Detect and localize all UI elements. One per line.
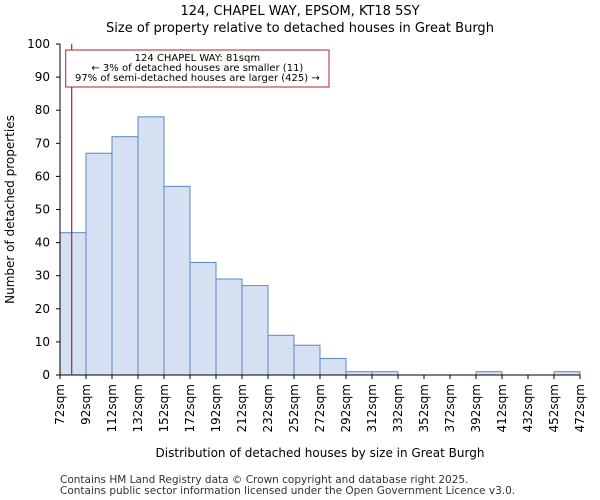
annotation-line-3: 97% of semi-detached houses are larger (…	[75, 73, 320, 84]
y-tick-label: 60	[35, 169, 50, 183]
bar-152sqm	[163, 185, 191, 376]
x-tick-label: 432sqm	[521, 384, 535, 432]
bars-layer	[59, 116, 581, 376]
x-tick-label: 352sqm	[417, 384, 431, 432]
y-tick-label: 90	[35, 70, 50, 84]
x-tick-label: 192sqm	[209, 384, 223, 432]
bar-172sqm	[189, 261, 217, 376]
x-tick-label: 372sqm	[443, 384, 457, 432]
bar-212sqm	[241, 285, 269, 376]
y-tick-label: 70	[35, 136, 50, 150]
x-tick-label: 132sqm	[131, 384, 145, 432]
x-tick-label: 152sqm	[157, 384, 171, 432]
x-tick-label: 252sqm	[287, 384, 301, 432]
x-tick-label: 452sqm	[547, 384, 561, 432]
chart-subtitle: Size of property relative to detached ho…	[106, 21, 494, 36]
y-tick-label: 80	[35, 103, 50, 117]
x-tick-label: 292sqm	[339, 384, 353, 432]
x-axis-label: Distribution of detached houses by size …	[156, 446, 485, 460]
bar-192sqm	[215, 278, 243, 376]
bar-112sqm	[111, 136, 139, 376]
y-axis-label: Number of detached properties	[3, 115, 17, 304]
y-tick-label: 0	[42, 368, 50, 382]
annotation-line-2: ← 3% of detached houses are smaller (11)	[91, 63, 303, 74]
annotation-frame	[65, 49, 330, 88]
y-tick-label: 10	[35, 335, 50, 349]
x-tick-label: 112sqm	[105, 384, 119, 432]
x-tick-label: 172sqm	[183, 384, 197, 432]
footer-copyright: Contains HM Land Registry data © Crown c…	[60, 474, 469, 486]
y-tick-label: 50	[35, 203, 50, 217]
chart-title: 124, CHAPEL WAY, EPSOM, KT18 5SY	[180, 4, 420, 19]
x-tick-label: 412sqm	[495, 384, 509, 432]
y-tick-label: 20	[35, 302, 50, 316]
bar-132sqm	[137, 116, 165, 376]
y-tick-label: 100	[27, 37, 50, 51]
y-tick-label: 30	[35, 269, 50, 283]
bar-252sqm	[293, 344, 321, 376]
annotation-line-1: 124 CHAPEL WAY: 81sqm	[135, 53, 260, 64]
x-tick-label: 92sqm	[79, 384, 93, 425]
x-tick-label: 72sqm	[53, 384, 67, 425]
ticks-layer: 0 10 20 30 40 50 60 70 80 90 100 72sqm 92sqm 112sqm 13…	[27, 37, 587, 432]
x-tick-label: 332sqm	[391, 384, 405, 432]
bar-92sqm	[85, 152, 113, 376]
y-tick-label: 40	[35, 236, 50, 250]
annotation-box: 124 CHAPEL WAY: 81sqm ← 3% of detached h…	[65, 49, 330, 88]
x-tick-label: 392sqm	[469, 384, 483, 432]
bar-232sqm	[267, 334, 295, 376]
x-tick-label: 272sqm	[313, 384, 327, 432]
x-tick-label: 472sqm	[573, 384, 587, 432]
footer-licence: Contains public sector information licen…	[60, 485, 516, 497]
x-tick-label: 212sqm	[235, 384, 249, 432]
x-tick-label: 312sqm	[365, 384, 379, 432]
x-tick-label: 232sqm	[261, 384, 275, 432]
bar-272sqm	[319, 357, 347, 376]
bar-72sqm	[59, 232, 87, 376]
